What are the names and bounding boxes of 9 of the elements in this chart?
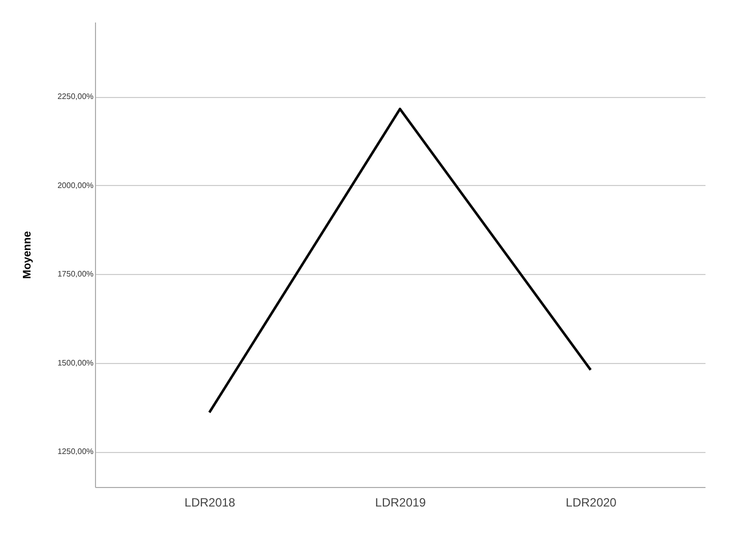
- x-tick-label: LDR2018: [184, 496, 236, 510]
- x-tick-label: LDR2019: [375, 496, 426, 510]
- y-tick-label: 2000,00%: [57, 180, 94, 190]
- y-tick-label: 1250,00%: [57, 447, 94, 456]
- y-tick-label: 1750,00%: [57, 270, 94, 279]
- x-tick-label: LDR2020: [566, 496, 617, 510]
- y-tick-label: 2250,00%: [57, 92, 94, 102]
- y-axis-title: Moyenne: [21, 231, 34, 279]
- y-tick-label: 1500,00%: [57, 358, 94, 368]
